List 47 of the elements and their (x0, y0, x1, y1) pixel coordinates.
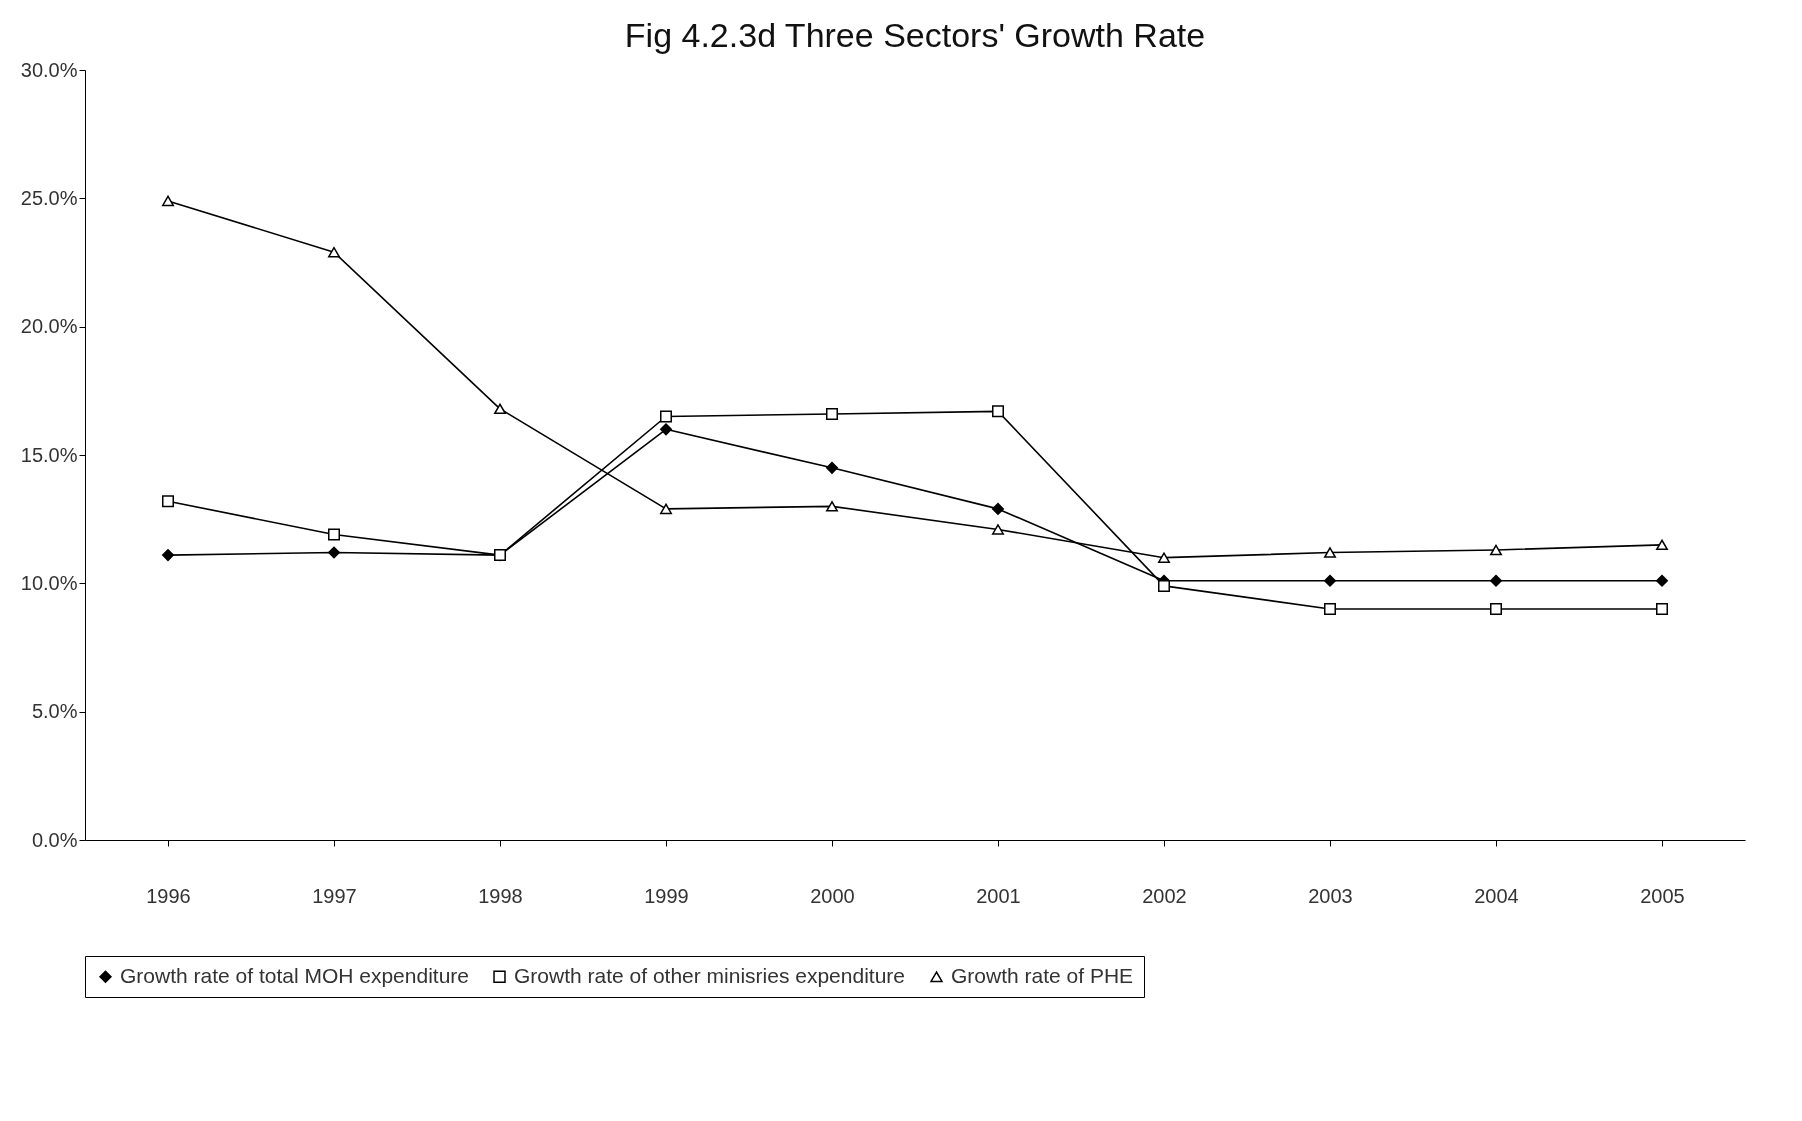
x-tick-label: 2005 (1640, 884, 1685, 907)
point (1490, 574, 1502, 587)
y-tick-label: 15.0% (20, 443, 78, 466)
point (1656, 574, 1668, 587)
legend-label: Growth rate of total MOH expenditure (120, 963, 469, 987)
x-tick-label: 2000 (810, 884, 855, 907)
x-tick-label: 2001 (976, 884, 1021, 907)
x-tick-label: 1998 (478, 884, 523, 907)
point (992, 405, 1004, 418)
point (826, 501, 838, 512)
y-tick-label: 25.0% (20, 186, 78, 209)
y-tick-label: 0.0% (31, 828, 78, 851)
point (660, 410, 672, 423)
chart-title: Fig 4.2.3d Three Sectors' Growth Rate (624, 16, 1206, 54)
point (660, 423, 672, 436)
point (1490, 544, 1502, 556)
point (1324, 547, 1336, 558)
x-tick-label: 1996 (146, 884, 191, 907)
point (1324, 574, 1336, 587)
y-tick-label: 30.0% (20, 58, 78, 81)
point (494, 403, 506, 415)
x-tick-label: 2004 (1474, 884, 1519, 907)
point (328, 246, 340, 258)
point (992, 524, 1004, 535)
legend-label: Growth rate of other minisries expenditure (514, 963, 906, 987)
x-tick-label: 1997 (312, 884, 357, 907)
point (660, 503, 672, 515)
point (1656, 603, 1668, 615)
y-tick-label: 20.0% (20, 315, 78, 338)
x-tick-label: 2002 (1142, 884, 1187, 907)
legend-label: Growth rate of PHE (951, 963, 1134, 987)
point (162, 195, 174, 207)
point (1490, 603, 1502, 615)
point (1158, 552, 1170, 563)
point (826, 407, 838, 420)
point (328, 528, 340, 541)
x-tick-label: 1999 (644, 884, 689, 907)
point (162, 549, 174, 562)
point (1324, 603, 1336, 615)
point (328, 546, 340, 559)
point (162, 495, 174, 508)
x-tick-label: 2003 (1308, 884, 1353, 907)
point (1656, 539, 1668, 551)
point (992, 502, 1004, 515)
y-tick-label: 10.0% (20, 571, 78, 594)
y-tick-label: 5.0% (31, 700, 78, 723)
point (826, 461, 838, 474)
